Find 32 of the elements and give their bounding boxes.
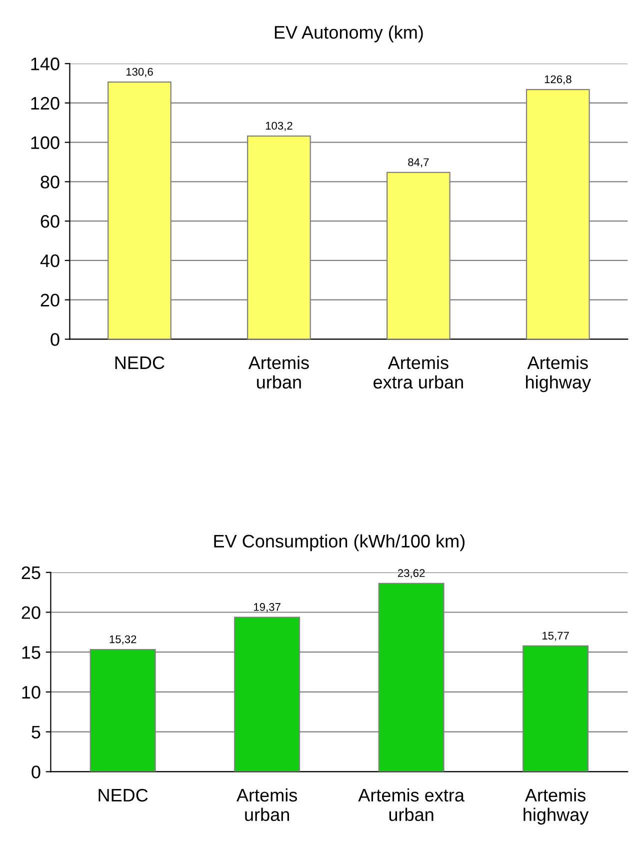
y-tick-label: 0 (32, 766, 40, 778)
y-tick-label: 0 (50, 333, 60, 346)
y-tick-label: 5 (32, 726, 40, 739)
chart-title: EV Consumption (kWh/100 km) (214, 534, 465, 552)
chart-title: EV Autonomy (km) (274, 26, 423, 42)
data-label: 130,6 (126, 68, 153, 78)
x-tick-label: Artemis highway (526, 356, 592, 392)
y-tick-label: 100 (31, 136, 60, 150)
data-label: 19,37 (254, 603, 280, 612)
y-tick-label: 60 (40, 215, 60, 228)
x-tick-label: Artemis urban (236, 788, 298, 822)
x-tick-label: NEDC (115, 356, 164, 370)
data-label: 84,7 (408, 158, 429, 168)
y-tick-label: 25 (22, 566, 40, 580)
x-tick-label: NEDC (98, 788, 148, 802)
x-tick-label: Artemis urban (248, 356, 309, 389)
x-tick-label: Artemis highway (524, 788, 589, 825)
data-label: 23,62 (398, 569, 425, 578)
y-tick-label: 20 (40, 294, 60, 307)
data-label: 103,2 (266, 122, 292, 131)
y-tick-label: 80 (40, 176, 60, 188)
y-tick-label: 15 (22, 646, 40, 659)
x-tick-label: Artemis extra urban (358, 788, 464, 822)
y-tick-label: 120 (31, 96, 60, 110)
y-tick-label: 20 (22, 606, 40, 619)
y-tick-label: 40 (40, 254, 60, 268)
data-label: 15,32 (110, 635, 136, 645)
x-tick-label: Artemis extra urban (374, 356, 463, 389)
y-tick-label: 140 (31, 58, 60, 70)
y-tick-label: 10 (22, 686, 40, 699)
data-label: 126,8 (544, 75, 572, 85)
data-label: 15,77 (542, 632, 569, 641)
